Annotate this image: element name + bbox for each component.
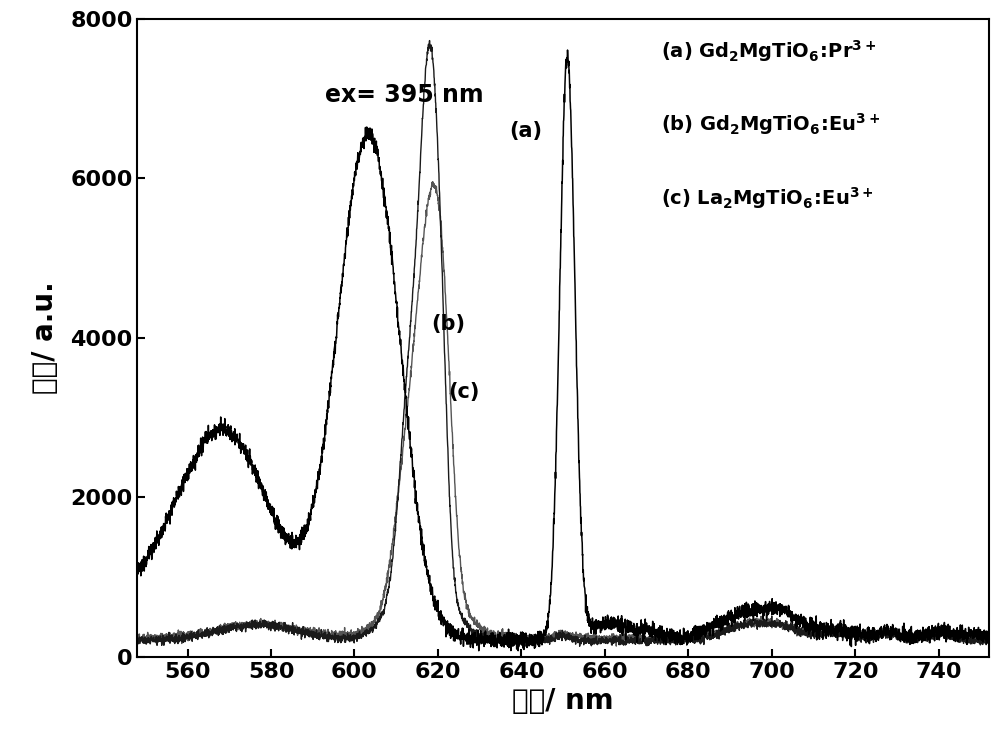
Text: $\mathbf{(a)\ Gd_2MgTiO_6\!:\!Pr^{3+}}$: $\mathbf{(a)\ Gd_2MgTiO_6\!:\!Pr^{3+}}$ [661,39,876,64]
Text: (b): (b) [432,314,466,334]
Text: $\mathbf{(c)\ La_2MgTiO_6\!:\!Eu^{3+}}$: $\mathbf{(c)\ La_2MgTiO_6\!:\!Eu^{3+}}$ [661,185,873,210]
Text: $\mathbf{(b)\ Gd_2MgTiO_6\!:\!Eu^{3+}}$: $\mathbf{(b)\ Gd_2MgTiO_6\!:\!Eu^{3+}}$ [661,112,880,137]
Text: (c): (c) [448,382,480,402]
Text: ex= 395 nm: ex= 395 nm [325,83,483,107]
Y-axis label: 强度/ a.u.: 强度/ a.u. [31,282,59,394]
Text: (a): (a) [509,121,542,141]
X-axis label: 波长/ nm: 波长/ nm [512,687,614,715]
